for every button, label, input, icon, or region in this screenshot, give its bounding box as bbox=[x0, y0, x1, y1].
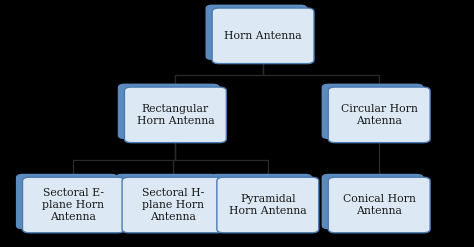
Text: Circular Horn
Antenna: Circular Horn Antenna bbox=[341, 104, 418, 126]
FancyBboxPatch shape bbox=[328, 87, 430, 143]
Text: Sectoral E-
plane Horn
Antenna: Sectoral E- plane Horn Antenna bbox=[43, 188, 104, 222]
FancyBboxPatch shape bbox=[321, 84, 424, 139]
FancyBboxPatch shape bbox=[205, 5, 307, 60]
FancyBboxPatch shape bbox=[217, 177, 319, 233]
FancyBboxPatch shape bbox=[328, 177, 430, 233]
Text: Horn Antenna: Horn Antenna bbox=[224, 31, 302, 41]
FancyBboxPatch shape bbox=[115, 174, 217, 229]
Text: Pyramidal
Horn Antenna: Pyramidal Horn Antenna bbox=[229, 194, 307, 216]
FancyBboxPatch shape bbox=[321, 174, 424, 229]
FancyBboxPatch shape bbox=[16, 174, 118, 229]
Text: Sectoral H-
plane Horn
Antenna: Sectoral H- plane Horn Antenna bbox=[142, 188, 204, 222]
FancyBboxPatch shape bbox=[124, 87, 226, 143]
FancyBboxPatch shape bbox=[118, 84, 219, 139]
FancyBboxPatch shape bbox=[212, 8, 314, 64]
FancyBboxPatch shape bbox=[122, 177, 224, 233]
FancyBboxPatch shape bbox=[210, 174, 312, 229]
FancyBboxPatch shape bbox=[23, 177, 124, 233]
Text: Rectangular
Horn Antenna: Rectangular Horn Antenna bbox=[137, 104, 214, 126]
Text: Conical Horn
Antenna: Conical Horn Antenna bbox=[343, 194, 416, 216]
